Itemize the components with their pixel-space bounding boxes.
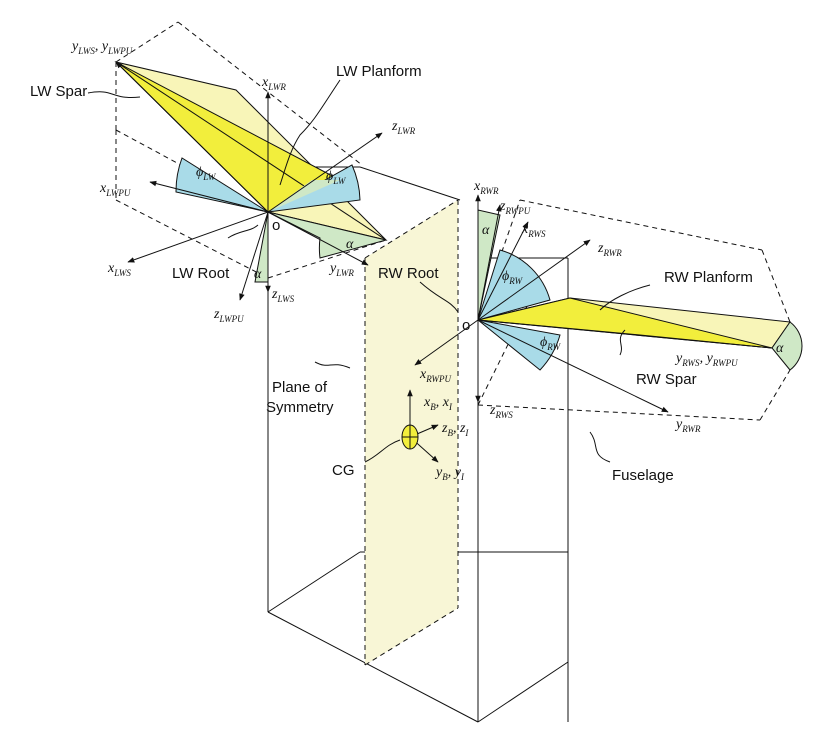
z-rws-label: zRWS [489, 403, 513, 420]
plane-of-symmetry-label-2: Symmetry [266, 399, 334, 416]
alpha-left-sector [267, 211, 387, 259]
origin-right-label: o [462, 317, 470, 334]
right-wing-axes [414, 194, 669, 413]
lw-root-label: LW Root [172, 265, 230, 282]
z-lwpu-label: zLWPU [213, 307, 244, 324]
y-rws-yrwpu-label: yRWS, yRWPU [674, 351, 738, 368]
alpha-right-tip-label: α [776, 341, 784, 356]
alpha-right-tip-sector [771, 321, 803, 371]
phi-rw-lower-sector [477, 319, 561, 371]
x-lwr-label: xLWR [261, 75, 286, 92]
phi-rw-lower-label: ϕRW [540, 335, 562, 352]
alpha-left-lower-label: α [254, 267, 262, 282]
xb-xi-label: xB, xI [423, 395, 453, 412]
zb-zi-label: zB, zI [441, 421, 469, 438]
phi-rw-upper-label: ϕRW [502, 269, 524, 286]
y-rwr-label: yRWR [674, 417, 701, 434]
rw-planform-label: RW Planform [664, 269, 753, 286]
lw-spar-label: LW Spar [30, 83, 87, 100]
phi-lw-green-sector [268, 180, 340, 212]
y-lwr-label: yLWR [328, 261, 354, 278]
y-lws-ylwpu-label: yLWS, yLWPU [70, 39, 133, 56]
z-lws-label: zLWS [271, 287, 295, 304]
cg-label: CG [332, 462, 355, 479]
z-rwpu-label: zRWPU [499, 199, 531, 216]
yb-yi-label: yB, yI [434, 465, 465, 482]
phi-lw-left-sector [175, 157, 269, 213]
fuselage-label: Fuselage [612, 467, 674, 484]
rw-root-label: RW Root [378, 265, 439, 282]
left-wing-axes [115, 61, 383, 301]
alpha-left-label: α [346, 237, 354, 252]
phi-lw-left-label: ϕLW [196, 165, 217, 182]
x-rwr-label: xRWR [473, 179, 499, 196]
z-lwr-label: zLWR [391, 119, 416, 136]
x-rws-label: xRWS [521, 222, 546, 239]
phi-rw-upper-sector [477, 249, 551, 321]
origin-left-label: o [272, 217, 280, 234]
plane-of-symmetry-label-1: Plane of [272, 379, 328, 396]
x-lws-label: xLWS [107, 261, 131, 278]
lw-planform-label: LW Planform [336, 63, 422, 80]
z-rwr-label: zRWR [597, 241, 622, 258]
cg-symbol [401, 424, 419, 450]
plane-of-symmetry-edges [364, 199, 459, 666]
phi-lw-right-label: ϕLW [326, 169, 347, 186]
x-rwpu-label: xRWPU [419, 367, 452, 384]
x-lwpu-label: xLWPU [99, 181, 131, 198]
alpha-right-upper-label: α [482, 223, 490, 238]
rw-spar-label: RW Spar [636, 371, 697, 388]
leader-lines [87, 79, 651, 463]
